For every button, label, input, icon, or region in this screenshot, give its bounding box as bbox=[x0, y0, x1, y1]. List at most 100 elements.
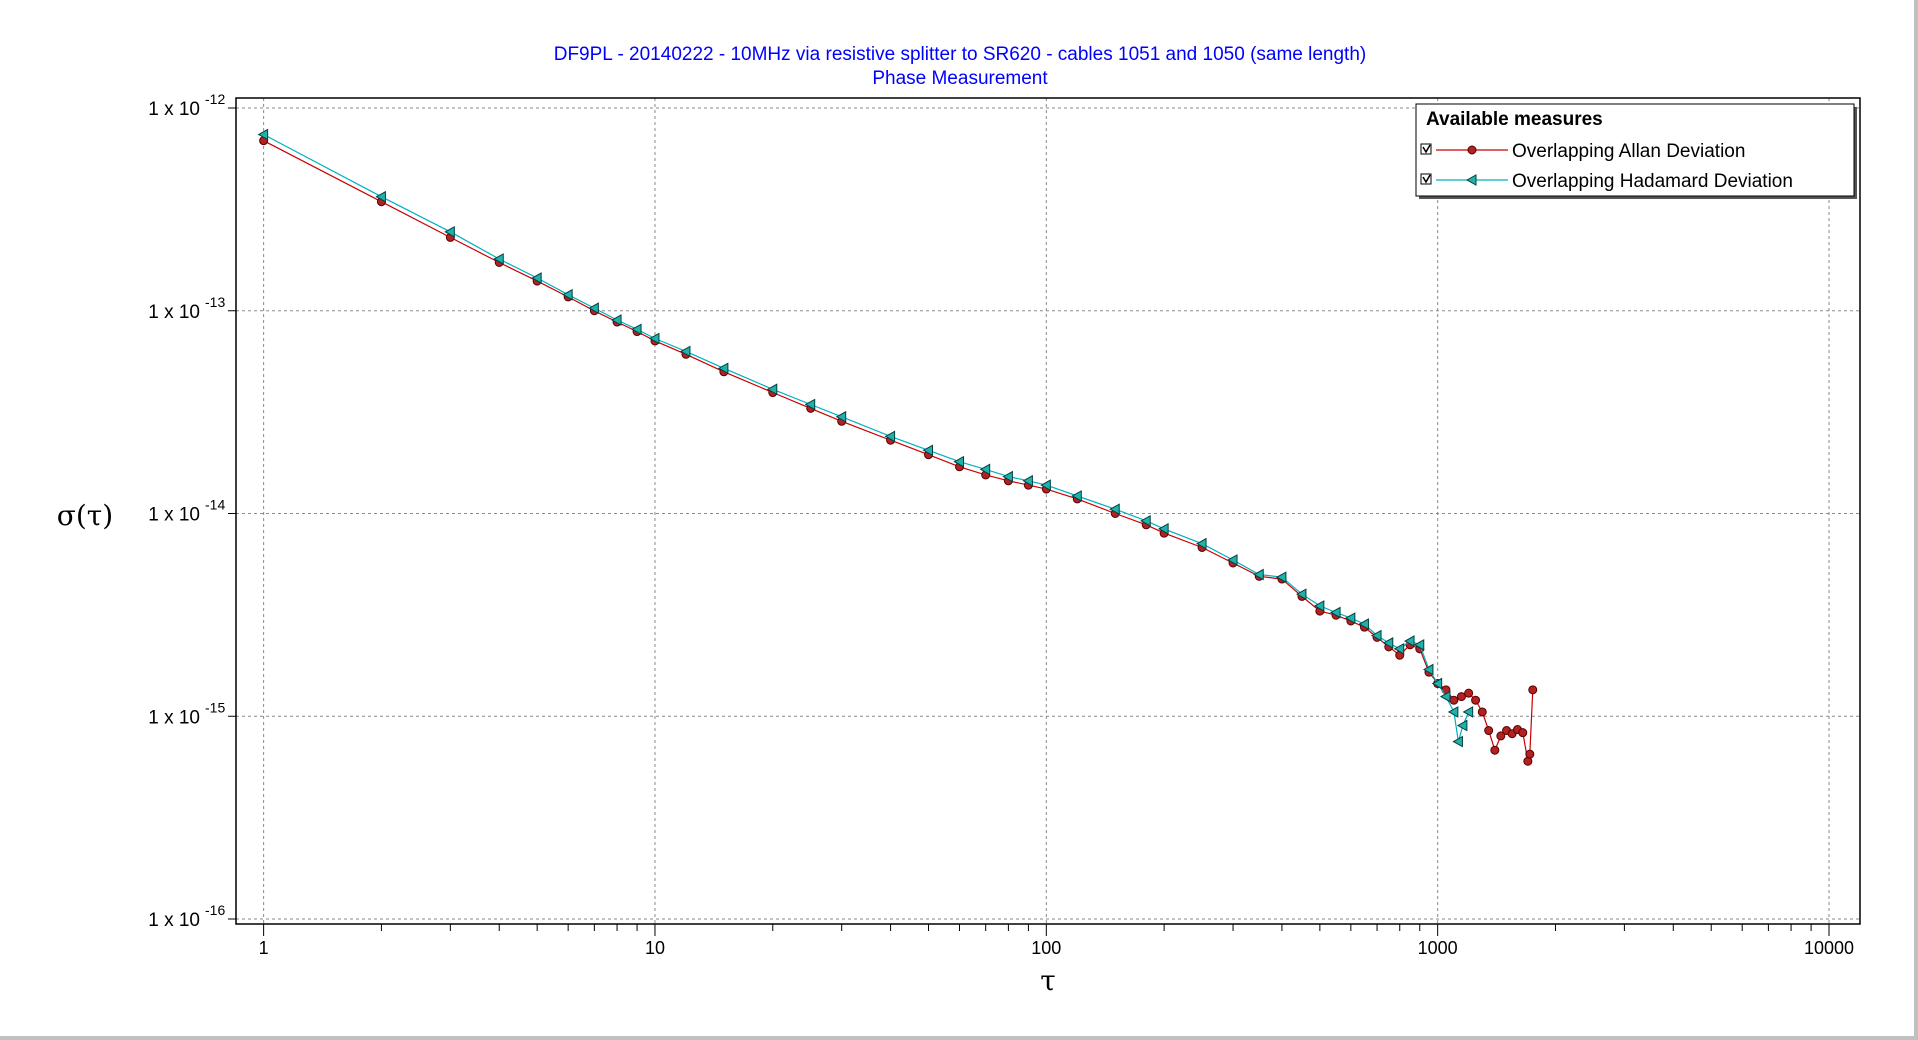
legend-marker-triangle bbox=[1465, 174, 1477, 186]
data-point bbox=[1449, 695, 1459, 705]
data-point bbox=[1393, 642, 1405, 655]
data-point bbox=[1275, 571, 1287, 584]
data-point bbox=[1158, 523, 1169, 535]
series-line bbox=[263, 140, 1534, 762]
data-point bbox=[648, 332, 660, 345]
data-point bbox=[1490, 745, 1500, 755]
data-point bbox=[1439, 690, 1451, 703]
y-tick-exponent: -12 bbox=[205, 91, 225, 107]
y-tick-label: 1 x 10 bbox=[148, 707, 200, 728]
data-point bbox=[1528, 685, 1538, 695]
y-tick-label: 1 x 10 bbox=[148, 99, 200, 120]
data-point bbox=[1431, 677, 1443, 690]
y-tick-label: 1 x 10 bbox=[148, 910, 200, 931]
x-tick-label: 100 bbox=[1031, 938, 1061, 958]
legend-checkbox[interactable] bbox=[1420, 143, 1432, 155]
data-point bbox=[922, 444, 934, 457]
data-point bbox=[1109, 503, 1120, 516]
x-tick-label: 10 bbox=[645, 938, 665, 958]
data-point bbox=[1518, 728, 1528, 738]
data-point bbox=[1477, 707, 1487, 717]
data-point bbox=[588, 302, 599, 314]
chart-title: DF9PL - 20140222 - 10MHz via resistive s… bbox=[554, 44, 1367, 65]
data-point bbox=[1344, 612, 1356, 624]
data-point bbox=[375, 190, 386, 203]
series-hadamard bbox=[257, 128, 1474, 748]
y-tick-exponent: -14 bbox=[205, 497, 225, 513]
y-axis-label: σ(τ) bbox=[57, 499, 113, 532]
checkbox-box[interactable] bbox=[1420, 173, 1432, 185]
data-point bbox=[611, 314, 622, 326]
data-point bbox=[1071, 490, 1082, 502]
data-point bbox=[257, 128, 269, 141]
series-layer bbox=[257, 128, 1538, 766]
data-point bbox=[804, 398, 816, 411]
plot-area-border bbox=[235, 97, 1861, 925]
x-tick-label: 1 bbox=[259, 938, 269, 958]
y-tick-label: 1 x 10 bbox=[148, 302, 200, 323]
x-tick-label: 1000 bbox=[1418, 938, 1458, 958]
data-point bbox=[953, 455, 964, 468]
data-point bbox=[1452, 735, 1463, 748]
data-point bbox=[1040, 479, 1051, 491]
legend-entry-label: Overlapping Hadamard Deviation bbox=[1512, 171, 1793, 192]
series-line bbox=[263, 133, 1470, 742]
data-point bbox=[1496, 731, 1506, 741]
legend-title: Available measures bbox=[1426, 109, 1603, 130]
data-point bbox=[717, 362, 729, 375]
data-point bbox=[1464, 688, 1474, 698]
data-point bbox=[1447, 706, 1459, 718]
data-point bbox=[979, 463, 991, 476]
data-point bbox=[1140, 514, 1151, 527]
data-point bbox=[1002, 470, 1013, 483]
x-tick-label: 10000 bbox=[1804, 938, 1854, 958]
data-point bbox=[562, 288, 573, 301]
window-right-border bbox=[1914, 0, 1918, 1040]
data-point bbox=[493, 253, 504, 265]
data-point bbox=[444, 225, 455, 238]
data-point bbox=[1525, 749, 1535, 759]
data-point bbox=[766, 383, 778, 396]
data-point bbox=[631, 323, 642, 336]
data-point bbox=[1295, 588, 1307, 601]
x-axis-label: τ bbox=[1040, 964, 1056, 997]
grid-lines bbox=[236, 98, 1860, 924]
data-point bbox=[1484, 726, 1494, 736]
checkbox-box[interactable] bbox=[1420, 143, 1432, 155]
legend-checkbox[interactable] bbox=[1420, 173, 1432, 185]
data-point bbox=[1382, 637, 1394, 649]
data-point bbox=[1358, 618, 1369, 630]
y-tick-exponent: -13 bbox=[205, 294, 225, 310]
data-point bbox=[1456, 719, 1468, 732]
legend-marker-circle bbox=[1467, 145, 1477, 155]
chart-subtitle: Phase Measurement bbox=[872, 68, 1048, 89]
data-point bbox=[1413, 638, 1425, 651]
checkmark-icon bbox=[1422, 174, 1431, 184]
data-point bbox=[1471, 695, 1481, 705]
data-point bbox=[1313, 600, 1325, 612]
y-tick-label: 1 x 10 bbox=[148, 505, 200, 526]
data-point bbox=[1462, 706, 1474, 718]
data-point bbox=[1422, 663, 1434, 676]
data-point bbox=[884, 430, 896, 443]
data-point bbox=[1227, 554, 1238, 566]
data-point bbox=[531, 272, 542, 284]
data-point bbox=[1404, 635, 1415, 647]
data-point bbox=[1253, 568, 1264, 581]
legend: Available measures Overlapping Allan Devi… bbox=[1415, 103, 1857, 199]
checkmark-icon bbox=[1422, 144, 1431, 154]
data-point bbox=[835, 410, 847, 423]
data-point bbox=[679, 345, 691, 358]
data-point bbox=[1456, 692, 1466, 702]
data-point bbox=[1371, 629, 1382, 642]
legend-entry-label: Overlapping Allan Deviation bbox=[1512, 141, 1745, 162]
data-point bbox=[1330, 606, 1341, 619]
data-point bbox=[1196, 537, 1207, 550]
data-point bbox=[1022, 474, 1033, 487]
y-tick-exponent: -16 bbox=[205, 902, 225, 918]
window-bottom-border bbox=[0, 1036, 1918, 1040]
y-tick-exponent: -15 bbox=[205, 699, 225, 715]
